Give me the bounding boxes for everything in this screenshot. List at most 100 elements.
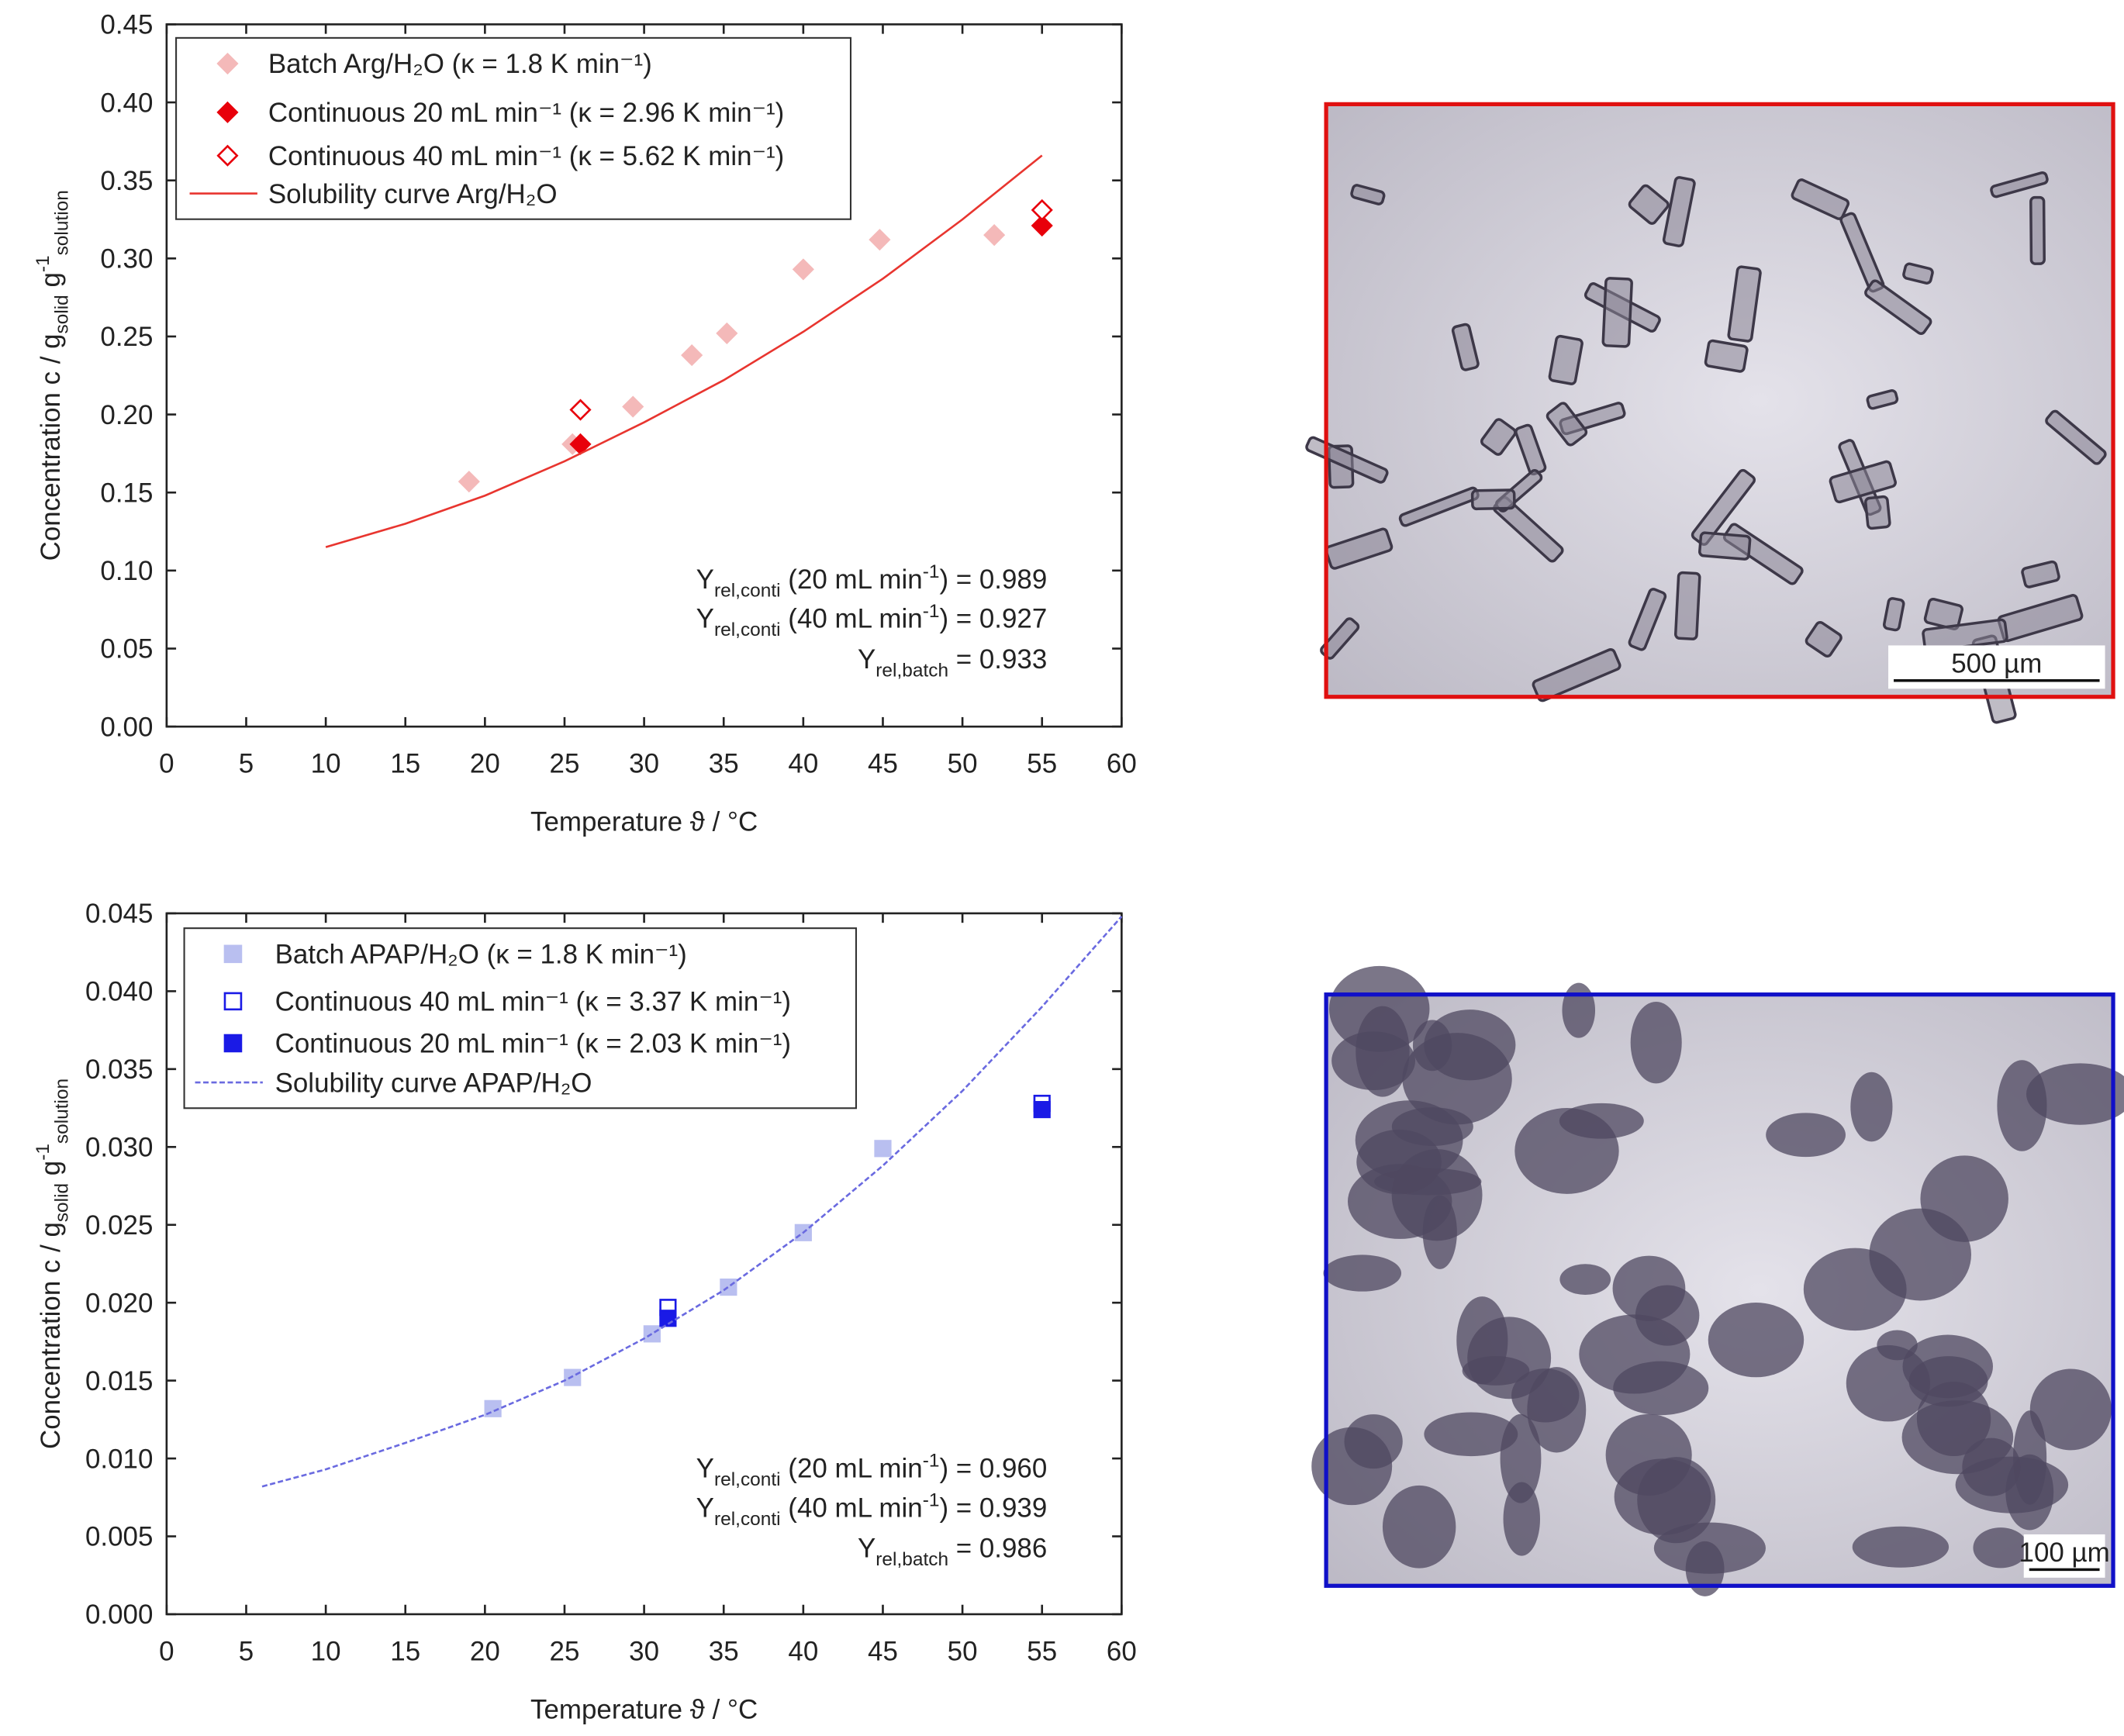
crystal	[1805, 620, 1843, 657]
legend-swatch	[223, 944, 243, 964]
crystal	[1902, 262, 1934, 285]
agglomerate	[1424, 1412, 1518, 1457]
y-axis-title-part: -1	[33, 1144, 54, 1161]
scale-bar-label: 100 µm	[2019, 1538, 2110, 1568]
agglomerate	[1412, 1020, 1452, 1072]
y-axis-title-part: solid	[51, 295, 72, 333]
crystal	[2029, 195, 2046, 265]
x-tick-label: 10	[311, 748, 341, 778]
x-tick-label: 30	[629, 748, 659, 778]
yield-annotation-part: (20 mL min	[781, 1454, 923, 1484]
y-axis-title: Concentration c / gsolid g-1solution	[33, 190, 72, 561]
marker	[792, 258, 814, 281]
x-tick-label: 10	[311, 1636, 341, 1666]
agglomerate	[1852, 1526, 1950, 1568]
crystal	[1691, 468, 1756, 546]
yield-annotation-part: rel,conti	[714, 1469, 781, 1490]
agglomerate	[1850, 1072, 1893, 1142]
agglomerate	[2013, 1410, 2047, 1505]
marker	[458, 471, 480, 493]
yield-annotation-part: -1	[923, 601, 940, 622]
yield-annotation-part: Y	[696, 1454, 714, 1484]
yield-annotation-part: ) = 0.960	[939, 1454, 1047, 1484]
marker	[869, 229, 891, 251]
solubility-curve	[325, 154, 1043, 548]
x-tick-label: 55	[1027, 748, 1057, 778]
yield-annotation: Yrel,conti (40 mL min-1) = 0.939	[696, 1489, 1048, 1529]
x-tick-label: 35	[709, 748, 739, 778]
legend-swatch	[223, 1034, 243, 1053]
marker	[681, 344, 703, 367]
agglomerate	[1973, 1527, 2029, 1569]
agglomerate	[1328, 965, 1430, 1052]
y-axis-title-part: Concentration c / g	[36, 1222, 66, 1449]
legend-swatch	[216, 52, 239, 75]
x-axis-title: Temperature ϑ / °C	[530, 1694, 758, 1724]
x-axis-title-part: Temperature ϑ / °C	[530, 1694, 758, 1724]
crystal	[1480, 418, 1517, 456]
yield-annotation-part: -1	[923, 1489, 940, 1510]
agglomerate	[1382, 1485, 1456, 1569]
marker	[874, 1140, 892, 1158]
crystal	[1791, 178, 1850, 220]
agglomerate	[1630, 1001, 1682, 1084]
y-tick-label: 0.030	[85, 1133, 153, 1163]
agglomerate	[1635, 1285, 1700, 1346]
yield-annotation-part: (20 mL min	[781, 564, 923, 595]
scale-bar-label: 500 µm	[1951, 648, 2042, 678]
marker	[716, 322, 738, 344]
agglomerate	[1920, 1155, 2008, 1242]
x-tick-label: 5	[239, 1636, 254, 1666]
agglomerate	[1559, 1264, 1611, 1295]
yield-annotation: Yrel,batch = 0.986	[858, 1534, 1047, 1570]
marker	[1031, 198, 1053, 221]
y-tick-label: 0.010	[85, 1444, 153, 1474]
x-tick-label: 40	[788, 1636, 818, 1666]
crystal	[2045, 409, 2107, 465]
yield-annotation-part: rel,batch	[876, 1549, 948, 1570]
x-axis-title-part: Temperature ϑ / °C	[530, 807, 758, 837]
crystal	[1866, 389, 1899, 410]
legend-label: Batch Arg/H₂O (κ = 1.8 K min⁻¹)	[268, 49, 652, 79]
legend-label: Continuous 20 mL min⁻¹ (κ = 2.96 K min⁻¹…	[268, 98, 784, 128]
x-tick-label: 0	[159, 748, 174, 778]
yield-annotation-part: rel,conti	[714, 581, 781, 602]
marker	[569, 399, 592, 421]
crystal	[1470, 488, 1516, 511]
y-tick-label: 0.15	[100, 478, 153, 508]
crystal	[1698, 531, 1752, 561]
crystal	[1546, 402, 1588, 447]
agglomerate	[1424, 1010, 1516, 1081]
yield-annotation-part: ) = 0.927	[939, 604, 1047, 634]
legend-swatch	[223, 992, 243, 1011]
yield-annotation-part: = 0.933	[948, 644, 1047, 675]
crystal	[1727, 265, 1762, 343]
legend-swatch	[216, 144, 239, 167]
y-tick-label: 0.00	[100, 712, 153, 742]
legend-box	[183, 927, 858, 1110]
legend-box	[175, 36, 852, 220]
y-tick-label: 0.015	[85, 1366, 153, 1396]
crystal	[1451, 323, 1480, 371]
y-axis-title-part: -1	[33, 255, 54, 272]
yield-annotation-part: Y	[858, 644, 876, 675]
marker	[622, 395, 644, 418]
agglomerate	[1391, 1149, 1483, 1241]
crystal	[1673, 571, 1701, 640]
y-tick-label: 0.025	[85, 1210, 153, 1241]
y-tick-label: 0.035	[85, 1054, 153, 1085]
x-tick-label: 55	[1027, 1636, 1057, 1666]
y-axis-title-part: Concentration c / g	[36, 333, 66, 561]
y-tick-label: 0.10	[100, 556, 153, 586]
y-tick-label: 0.45	[100, 10, 153, 40]
agglomerate	[1562, 982, 1596, 1038]
crystal	[1829, 460, 1897, 504]
y-axis-title-part: g	[36, 272, 66, 295]
marker	[1031, 214, 1053, 237]
agglomerate	[1902, 1334, 1993, 1399]
yield-annotation: Yrel,batch = 0.933	[858, 644, 1047, 681]
x-axis-title: Temperature ϑ / °C	[530, 807, 758, 837]
yield-annotation: Yrel,conti (20 mL min-1) = 0.960	[696, 1451, 1048, 1490]
yield-annotation-part: (40 mL min	[781, 604, 923, 634]
y-tick-label: 0.40	[100, 88, 153, 118]
